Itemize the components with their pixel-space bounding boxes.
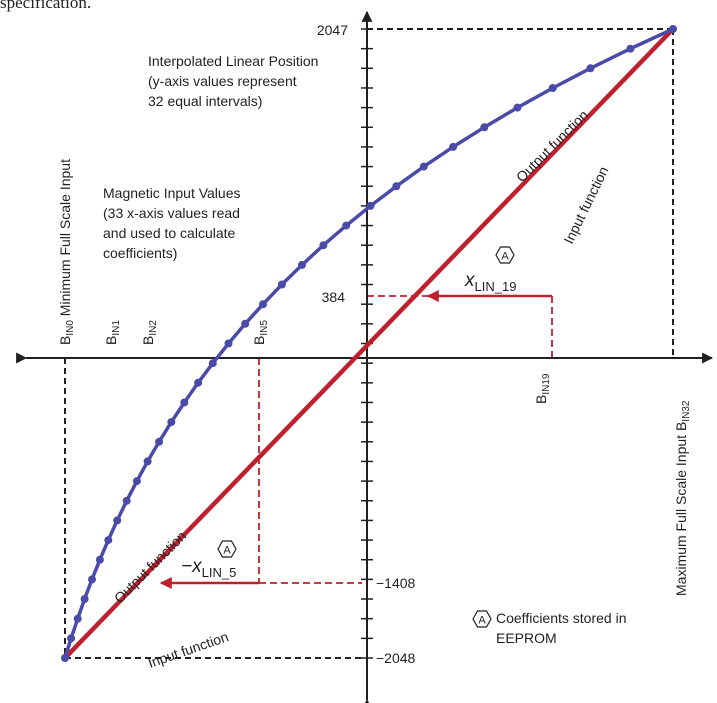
output-function-label-upper: Output function (513, 107, 591, 185)
input-sample-point (155, 437, 164, 446)
note-line: (y-axis values represent (148, 73, 297, 89)
note-line: Interpolated Linear Position (148, 53, 318, 69)
note-line: coefficients) (103, 245, 177, 261)
note-line: Coefficients stored in (496, 610, 626, 626)
input-sample-point (180, 398, 189, 407)
input-sample-point (342, 221, 351, 230)
coefficient-markers: A A A (217, 246, 515, 628)
hexagon-a-icon: A (472, 610, 492, 628)
input-sample-point (143, 457, 152, 466)
input-sample-point (104, 536, 113, 545)
max-full-scale-label: Maximum Full Scale Input BIN32 (673, 400, 692, 596)
input-sample-point (626, 44, 635, 53)
svg-text:A: A (478, 615, 486, 627)
input-sample-point (241, 319, 250, 328)
input-sample-point (73, 614, 82, 623)
input-sample-point (319, 241, 328, 250)
hexagon-a-icon: A (495, 246, 515, 264)
y-tick-label-2048: −2048 (376, 650, 416, 666)
input-sample-point (122, 496, 131, 505)
note-line: (33 x-axis values read (103, 205, 240, 221)
input-sample-point (224, 339, 233, 348)
input-sample-point (419, 162, 428, 171)
svg-text:A: A (223, 545, 231, 557)
input-sample-point (259, 300, 267, 309)
input-function-label-lower: Input function (146, 628, 231, 670)
input-sample-point (208, 359, 217, 368)
input-sample-point (194, 378, 203, 387)
input-sample-point (132, 477, 141, 486)
y-tick-label-1408: −1408 (376, 575, 416, 591)
xlin19-label: xLIN_19 (464, 270, 516, 294)
input-sample-point (366, 201, 375, 210)
input-sample-point (480, 123, 489, 132)
output-function-label-lower: Output function (111, 528, 189, 606)
input-sample-point (586, 64, 595, 73)
input-sample-point (67, 634, 76, 643)
input-sample-point (61, 654, 69, 662)
output-function-line (63, 27, 675, 660)
input-sample-point (167, 418, 176, 427)
input-sample-point (95, 555, 104, 564)
y-tick-label-2047: 2047 (317, 22, 348, 38)
input-sample-point (277, 280, 286, 289)
input-function-label-upper: Input function (560, 164, 611, 247)
note-line: and used to calculate (103, 225, 236, 241)
xlin5-label: −xLIN_5 (181, 556, 236, 580)
coefficients-note: Coefficients stored in EEPROM (496, 610, 626, 646)
linear-position-note: Interpolated Linear Position (y-axis val… (148, 53, 318, 109)
top-text-fragment: specification. (0, 0, 91, 12)
input-sample-point (392, 182, 401, 191)
input-function-points (61, 25, 677, 662)
b-in19-label: BIN19 (533, 373, 552, 404)
input-sample-point (80, 595, 89, 603)
input-sample-point (449, 142, 458, 151)
y-axis-ticks (361, 28, 373, 659)
input-sample-point (548, 84, 557, 92)
y-tick-label-384: 384 (322, 289, 346, 305)
magnetic-input-note: Magnetic Input Values (33 x-axis values … (103, 185, 241, 261)
note-line: Magnetic Input Values (103, 185, 241, 201)
input-sample-point (88, 575, 96, 584)
input-sample-point (298, 260, 306, 269)
full-scale-boundaries (64, 28, 674, 659)
b-in2-label: BIN2 (140, 320, 159, 345)
b-in1-label: BIN1 (103, 320, 122, 345)
input-sample-point (669, 25, 677, 33)
b-in5-label: BIN5 (251, 320, 270, 345)
note-line: EEPROM (496, 630, 557, 646)
b-in0-label: BIN0 Minimum Full Scale Input (57, 159, 76, 345)
input-sample-point (113, 516, 122, 525)
guide-lines (258, 295, 553, 584)
input-sample-point (513, 103, 522, 112)
hexagon-a-icon: A (217, 540, 237, 558)
svg-text:A: A (501, 251, 509, 263)
note-line: 32 equal intervals) (148, 93, 262, 109)
